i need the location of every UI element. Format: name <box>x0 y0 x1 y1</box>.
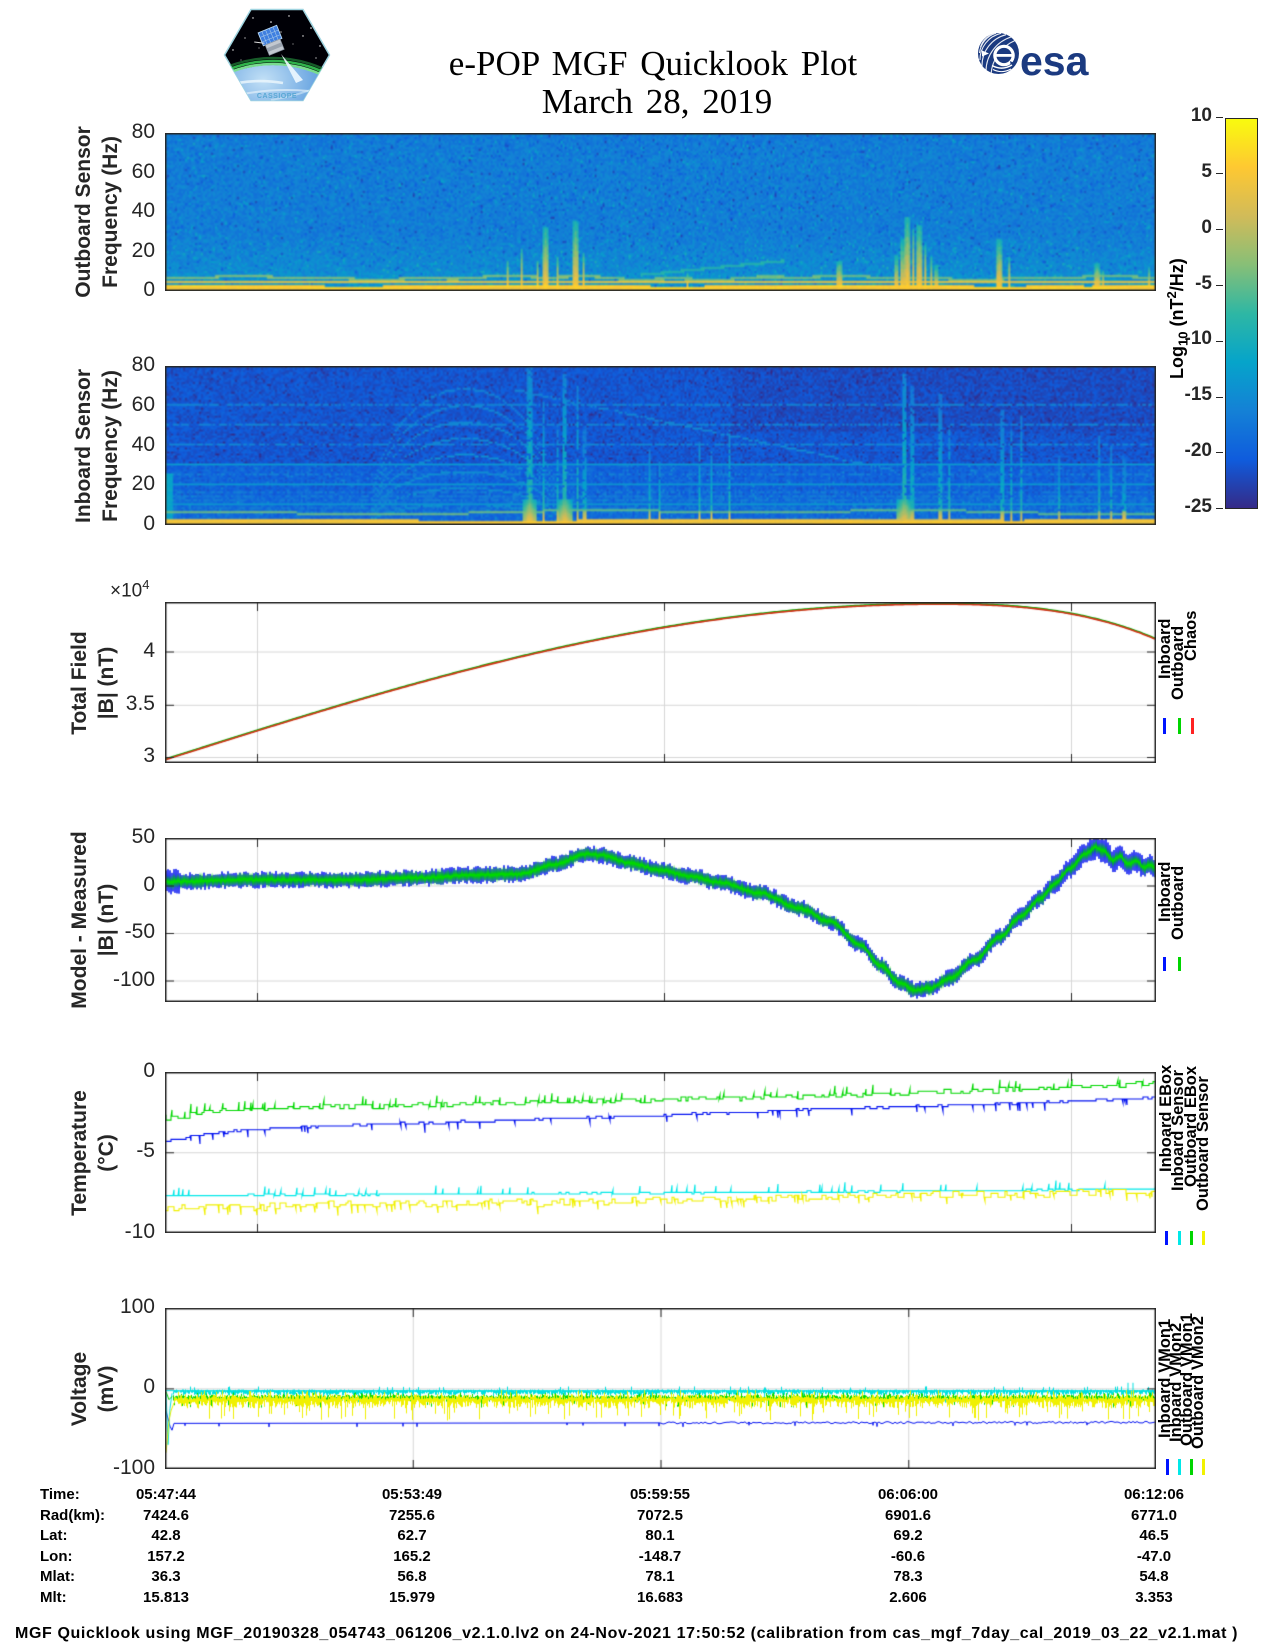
svg-text:CASSIOPE: CASSIOPE <box>257 93 297 100</box>
svg-text:esa: esa <box>1020 38 1090 84</box>
